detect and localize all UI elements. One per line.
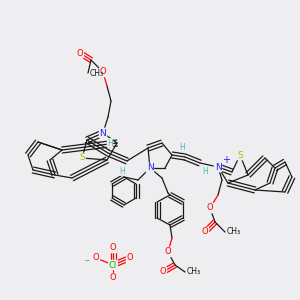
Text: S: S (237, 151, 243, 160)
Text: +: + (222, 155, 230, 165)
Text: S: S (79, 154, 85, 163)
Text: O: O (165, 248, 171, 256)
Text: O: O (202, 227, 208, 236)
Text: O: O (110, 244, 116, 253)
Text: O: O (77, 49, 83, 58)
Text: CH₃: CH₃ (90, 68, 104, 77)
Text: O: O (207, 203, 213, 212)
Text: N: N (100, 128, 106, 137)
Text: N: N (214, 163, 221, 172)
Text: O: O (127, 254, 133, 262)
Text: H: H (179, 142, 185, 152)
Text: CH₃: CH₃ (227, 227, 241, 236)
Text: Cl: Cl (109, 260, 117, 269)
Text: H: H (107, 139, 113, 148)
Text: O: O (160, 268, 166, 277)
Text: O: O (93, 254, 99, 262)
Text: H: H (119, 167, 125, 176)
Text: –: – (85, 255, 89, 265)
Text: O: O (100, 68, 106, 76)
Text: O: O (110, 274, 116, 283)
Text: N: N (147, 164, 153, 172)
Text: H: H (202, 167, 208, 176)
Text: CH₃: CH₃ (187, 268, 201, 277)
